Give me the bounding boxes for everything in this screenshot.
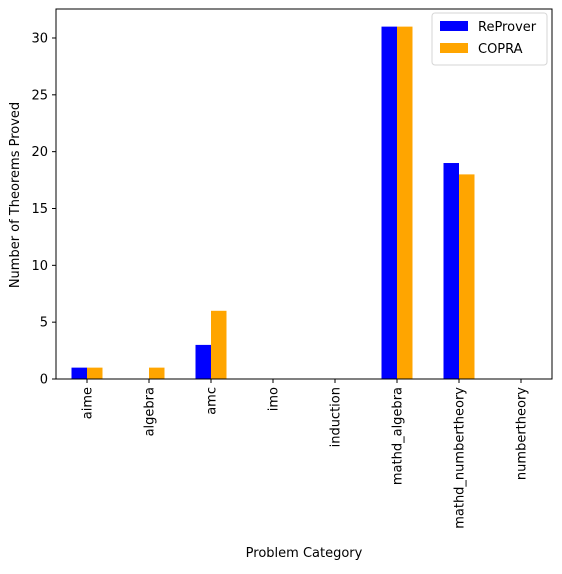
axes-layer: 0 5 10 15 20 25 30 aime algebra amc imo induction ma… xyxy=(31,8,553,529)
x-tick-label: mathd_algebra xyxy=(391,387,406,485)
y-tick-label: 20 xyxy=(31,145,48,160)
y-tick-label: 5 xyxy=(40,316,48,331)
x-tick-label: algebra xyxy=(143,387,158,436)
bar-copra-aime xyxy=(87,367,103,379)
legend: ReProver COPRA xyxy=(431,12,548,66)
legend-label-copra: COPRA xyxy=(478,42,523,57)
bar-reprover-amc xyxy=(195,344,211,379)
y-axis-label: Number of Theorems Proved xyxy=(8,102,23,288)
bar-copra-mathd_numbertheory xyxy=(459,174,475,379)
legend-swatch-copra xyxy=(440,43,468,53)
x-axis-label: Problem Category xyxy=(246,546,363,561)
y-tick-label: 30 xyxy=(31,31,48,46)
y-tick-label: 25 xyxy=(31,88,48,103)
y-tick-label: 10 xyxy=(31,259,48,274)
bar-copra-mathd_algebra xyxy=(397,26,413,380)
y-tick-label: 15 xyxy=(31,202,48,217)
bar-reprover-mathd_algebra xyxy=(381,26,397,380)
x-tick-label: numbertheory xyxy=(515,387,530,480)
bar-reprover-mathd_numbertheory xyxy=(443,163,459,379)
plot-frame xyxy=(55,8,553,380)
legend-swatch-reprover xyxy=(440,21,468,31)
bar-reprover-aime xyxy=(71,367,87,379)
bars-layer xyxy=(71,26,475,380)
bar-copra-amc xyxy=(211,310,227,379)
x-tick-label: aime xyxy=(81,387,96,419)
bar-copra-algebra xyxy=(149,367,165,379)
x-tick-label: imo xyxy=(267,387,282,411)
legend-label-reprover: ReProver xyxy=(478,20,537,35)
x-tick-label: mathd_numbertheory xyxy=(453,387,468,529)
x-tick-label: amc xyxy=(205,387,220,415)
y-tick-label: 0 xyxy=(40,373,48,388)
x-tick-label: induction xyxy=(329,387,344,447)
